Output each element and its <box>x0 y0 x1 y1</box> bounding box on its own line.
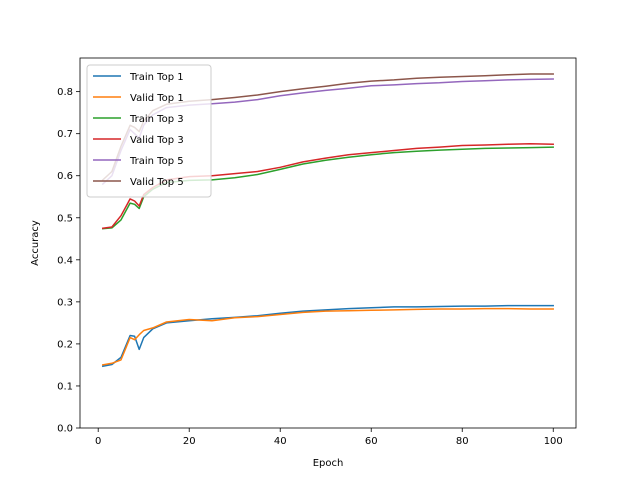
legend-box <box>86 64 212 198</box>
x-axis-ticks: 0 20 40 60 80 100 <box>95 428 563 447</box>
series-layer <box>101 73 554 368</box>
x-tick-label: 40 <box>274 436 287 447</box>
series-line-valid-top-3 <box>101 143 554 230</box>
y-tick-label: 0.3 <box>57 297 73 308</box>
legend-label-train-top-5: Train Top 5 <box>129 156 184 167</box>
legend-label-valid-top-1: Valid Top 1 <box>130 93 184 104</box>
y-tick-label: 0.6 <box>57 171 73 182</box>
y-tick-label: 0.4 <box>57 255 73 266</box>
y-tick-label: 0.1 <box>57 381 73 392</box>
y-tick-label: 0.0 <box>57 424 73 435</box>
y-tick-label: 0.7 <box>57 129 73 140</box>
legend-label-train-top-3: Train Top 3 <box>129 114 184 125</box>
x-tick-label: 80 <box>456 436 469 447</box>
y-axis-label: Accuracy <box>30 220 41 266</box>
y-axis-ticks: 0.0 0.1 0.2 0.3 0.4 0.5 0.6 0.7 0.8 <box>57 87 80 435</box>
y-tick-label: 0.2 <box>57 339 73 350</box>
axes-frame <box>79 57 577 429</box>
legend-label-valid-top-3: Valid Top 3 <box>130 135 184 146</box>
series-line-valid-top-1 <box>101 307 554 366</box>
legend-label-valid-top-5: Valid Top 5 <box>130 177 184 188</box>
legend-label-train-top-1: Train Top 1 <box>129 72 184 83</box>
x-axis-label: Epoch <box>313 458 344 469</box>
x-tick-label: 0 <box>95 436 101 447</box>
x-tick-label: 100 <box>544 436 563 447</box>
x-tick-label: 20 <box>183 436 196 447</box>
x-tick-label: 60 <box>365 436 378 447</box>
series-line-train-top-3 <box>101 146 554 230</box>
legend: Train Top 1 Valid Top 1 Train Top 3 Valid T… <box>86 64 212 198</box>
y-tick-label: 0.8 <box>57 87 73 98</box>
y-tick-label: 0.5 <box>57 213 73 224</box>
